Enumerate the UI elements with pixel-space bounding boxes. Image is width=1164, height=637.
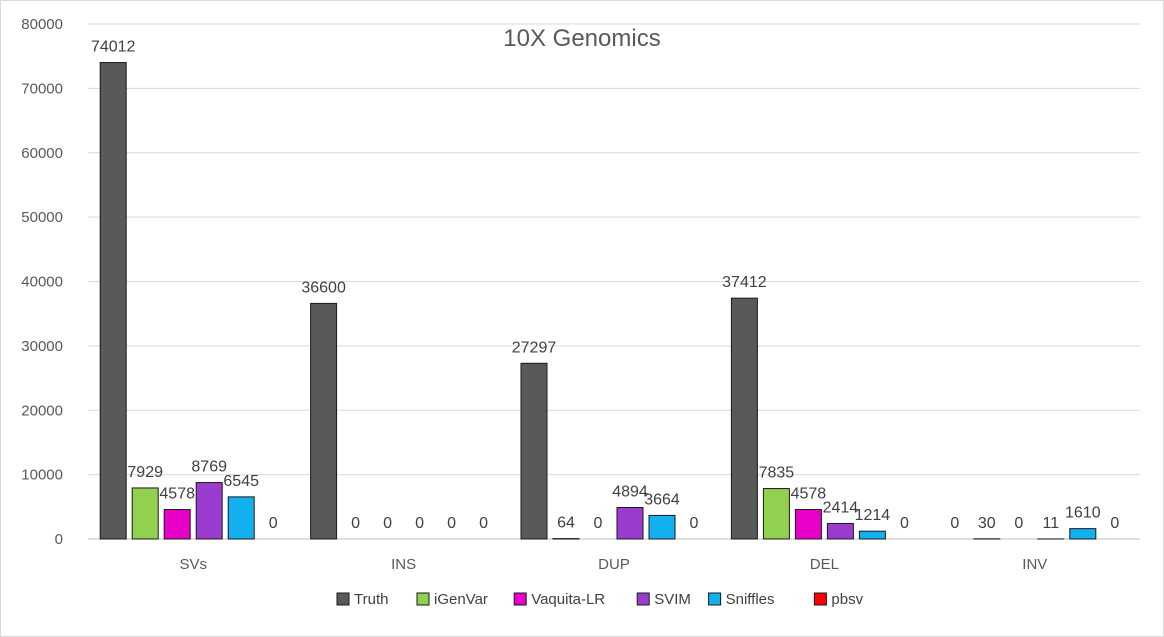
data-label: 3664 [644,491,680,508]
data-label: 37412 [722,274,767,291]
data-label: 0 [447,515,456,532]
x-tick-label: SVs [179,556,207,573]
data-label: 0 [383,515,392,532]
data-label: 0 [479,515,488,532]
bar-sniffles-svs [227,496,255,540]
bar-svim-del [826,522,854,540]
y-tick-label: 70000 [21,80,63,97]
data-label: 8769 [191,459,227,476]
legend-item-label: iGenVar [434,591,488,608]
bar-svim-svs [195,482,223,540]
data-label: 7929 [127,464,163,481]
bar-sniffles-del [858,530,886,540]
legend-item-label: Sniffles [726,591,775,608]
legend-swatch [416,592,430,606]
legend-swatch [636,592,650,606]
y-tick-label: 0 [55,531,63,548]
bar-truth-dup [520,362,548,540]
x-tick-label: DUP [598,556,630,573]
legend-item-label: SVIM [654,591,691,608]
y-tick-label: 60000 [21,145,63,162]
data-label: 27297 [512,339,557,356]
data-label: 6545 [223,473,259,490]
data-label: 4894 [612,483,648,500]
data-label: 30 [978,515,996,532]
y-tick-label: 40000 [21,274,63,291]
y-axis-ticks: 0 10000 20000 30000 40000 50000 60000 70000 8000… [21,16,63,548]
data-label: 0 [950,515,959,532]
data-label: 7835 [759,465,795,482]
legend-swatch [513,592,527,606]
data-label: 1610 [1065,505,1101,522]
data-label: 4578 [159,486,195,503]
y-tick-label: 10000 [21,467,63,484]
legend-item-label: Truth [354,591,388,608]
data-label: 0 [900,515,909,532]
data-label: 0 [1014,515,1023,532]
legend-item-label: Vaquita-LR [531,591,605,608]
data-label: 74012 [91,39,136,56]
data-label: 1214 [855,507,891,524]
bar-truth-svs [99,62,127,540]
legend-swatch [708,592,722,606]
y-tick-label: 80000 [21,16,63,33]
x-tick-label: INV [1022,556,1047,573]
y-tick-label: 50000 [21,209,63,226]
data-label: 0 [1110,515,1119,532]
bar-svim-dup [616,506,644,540]
data-label: 2414 [823,499,859,516]
bar-igenvar-svs [131,487,159,540]
bar-igenvar-del [762,488,790,540]
legend: Truth iGenVar Vaquita-LR SVIM Sniffles pbsv [336,591,864,608]
bar-truth-ins [310,302,338,540]
x-tick-label: INS [391,556,416,573]
data-label: 0 [415,515,424,532]
data-label: 0 [690,515,699,532]
y-tick-label: 30000 [21,338,63,355]
legend-swatch [336,592,350,606]
data-label: 0 [351,515,360,532]
data-label: 64 [557,515,575,532]
bars [99,62,1097,540]
bar-vaquita-lr-svs [163,509,191,540]
x-axis-ticks: SVs INS DUP DEL INV [179,556,1047,573]
bar-sniffles-inv [1069,528,1097,540]
bar-sniffles-dup [648,514,676,540]
gridlines [88,23,1140,540]
legend-swatch [813,592,827,606]
data-label: 0 [269,515,278,532]
bar-vaquita-lr-del [794,509,822,540]
chart-title: 10X Genomics [503,25,660,52]
legend-item-label: pbsv [831,591,863,608]
y-tick-label: 20000 [21,402,63,419]
data-label: 4578 [791,486,827,503]
data-label: 0 [594,515,603,532]
x-tick-label: DEL [810,556,839,573]
data-label: 11 [1042,515,1059,532]
data-label: 36600 [301,279,346,296]
bar-truth-del [730,297,758,540]
